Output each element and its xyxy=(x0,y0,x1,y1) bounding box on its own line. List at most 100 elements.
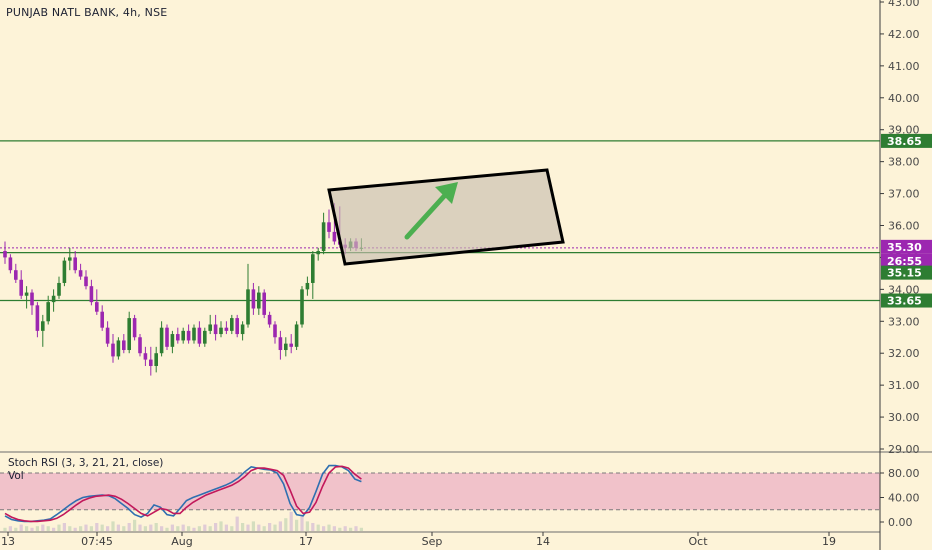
volume-bar xyxy=(214,523,218,531)
candle xyxy=(224,321,229,335)
level-tag-3865-bg xyxy=(881,133,932,148)
time-tick-label: Aug xyxy=(171,535,192,548)
candle-body xyxy=(78,270,83,277)
volume-bar xyxy=(246,524,250,531)
candle xyxy=(213,314,218,341)
volume-bar xyxy=(338,527,342,531)
rsi-tick-label: 40.00 xyxy=(888,492,920,505)
candle xyxy=(262,289,266,319)
candle xyxy=(78,263,83,280)
candle xyxy=(14,263,18,283)
candle-body xyxy=(197,327,202,344)
trend-arrow-head xyxy=(435,182,458,204)
volume-bar xyxy=(235,516,239,531)
candle-body xyxy=(262,292,266,315)
candle-body xyxy=(143,353,148,360)
candle-body xyxy=(267,314,272,325)
price-tick-label: 36.00 xyxy=(888,220,920,233)
candle xyxy=(321,212,326,255)
candle xyxy=(127,311,131,354)
rsi-tick-label: 0.00 xyxy=(888,516,913,529)
volume-bar xyxy=(19,524,23,531)
volume-title: Vol xyxy=(8,470,24,482)
candle xyxy=(192,324,196,344)
countdown-tag-bg xyxy=(881,253,932,268)
volume-bar xyxy=(251,521,255,531)
level-tag-3865: 38.65 xyxy=(881,133,932,148)
volume-bar xyxy=(84,524,88,531)
candle-body xyxy=(176,334,180,341)
volume-bar xyxy=(79,526,83,531)
candle-body xyxy=(316,251,320,255)
candle xyxy=(73,251,77,274)
candle xyxy=(257,286,261,315)
volume-bar xyxy=(25,526,29,531)
volume-bar xyxy=(30,527,34,531)
volume-bar xyxy=(230,526,234,531)
volume-bar xyxy=(143,526,147,531)
volume-bar xyxy=(187,526,191,531)
candle-body xyxy=(246,289,250,325)
price-tick-label: 34.00 xyxy=(888,283,920,296)
volume-bar xyxy=(89,526,93,531)
volume-bar xyxy=(311,523,315,531)
candle xyxy=(143,346,148,366)
volume-bar xyxy=(95,523,99,531)
volume-bar xyxy=(208,526,212,531)
volume-bar xyxy=(327,524,331,531)
time-tick-label: Sep xyxy=(422,535,443,548)
level-tag-3365: 33.65 xyxy=(881,293,932,308)
candle-body xyxy=(132,318,137,338)
candle-body xyxy=(235,318,239,335)
candle-body xyxy=(327,222,331,232)
price-tick-label: 29.00 xyxy=(888,443,920,456)
volume-bar xyxy=(316,524,320,531)
candle xyxy=(311,251,315,299)
candle-body xyxy=(284,343,288,351)
candle-body xyxy=(278,337,283,351)
candle xyxy=(197,321,202,347)
candle-body xyxy=(289,343,293,347)
time-axis[interactable]: 13 07:45 Aug 17 Sep 14 Oct 19 xyxy=(1,532,836,548)
price-tick-label: 37.00 xyxy=(888,188,920,201)
candle-body xyxy=(321,222,326,252)
candle xyxy=(240,321,245,341)
candle xyxy=(116,337,121,360)
last-price-tag: 35.30 xyxy=(881,239,932,254)
candle-body xyxy=(116,340,121,357)
candle xyxy=(246,263,250,328)
volume-layer xyxy=(3,511,363,531)
volume-bar xyxy=(62,523,66,531)
stoch-rsi-d-line xyxy=(4,465,362,523)
candle-body xyxy=(138,337,142,354)
candle xyxy=(235,314,239,338)
trend-box[interactable] xyxy=(327,168,565,266)
price-tick-label: 43.00 xyxy=(888,0,920,9)
candle xyxy=(219,321,223,338)
candle-body xyxy=(3,251,7,258)
stoch-rsi-title: Stoch RSI (3, 3, 21, 21, close) xyxy=(8,457,164,469)
candle-body xyxy=(273,324,277,338)
candle xyxy=(84,270,88,290)
candle xyxy=(41,314,45,347)
price-tick-label: 30.00 xyxy=(888,411,920,424)
candle-body xyxy=(332,231,337,242)
volume-bar xyxy=(52,527,56,531)
candle-body xyxy=(95,302,99,312)
candle xyxy=(46,295,50,325)
volume-bar xyxy=(170,524,174,531)
candle-body xyxy=(240,324,245,335)
candle xyxy=(159,321,164,357)
volume-bar xyxy=(73,527,77,531)
countdown-tag-text: 26:55 xyxy=(887,255,922,268)
candle xyxy=(316,247,320,261)
candle xyxy=(132,314,137,341)
volume-bar xyxy=(300,516,304,531)
candle xyxy=(294,321,299,351)
candle-body xyxy=(154,353,158,366)
candle-body xyxy=(62,260,67,283)
candle xyxy=(122,334,126,354)
volume-bar xyxy=(268,523,272,531)
